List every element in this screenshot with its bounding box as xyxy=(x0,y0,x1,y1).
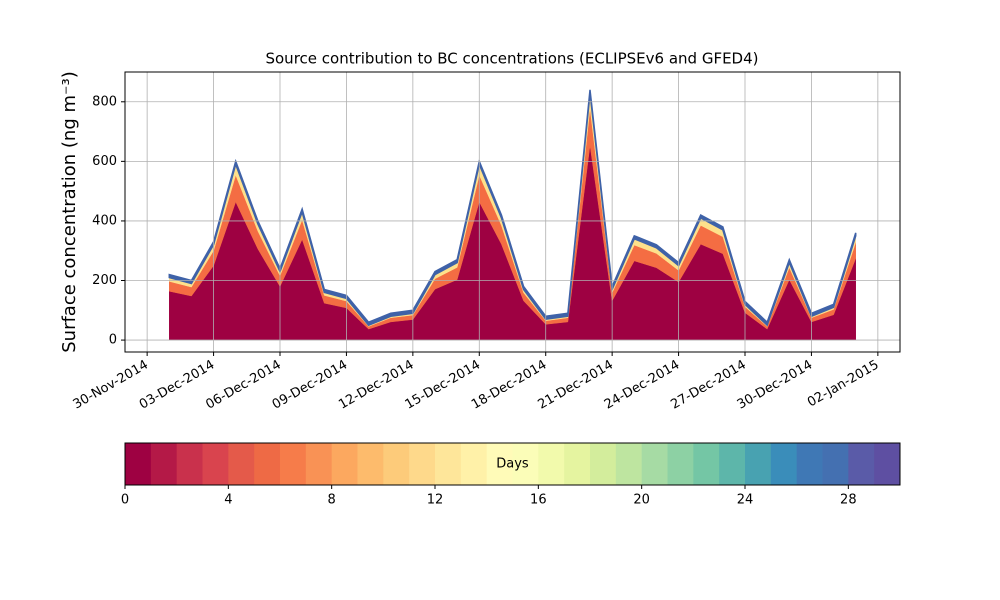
colorbar-swatch xyxy=(176,443,203,485)
colorbar-swatch xyxy=(822,443,849,485)
x-tick-label: 02-Jan-2015 xyxy=(805,358,882,411)
colorbar-tick-label: 8 xyxy=(328,493,336,508)
colorbar-swatch xyxy=(719,443,746,485)
colorbar-tick-label: 4 xyxy=(224,493,232,508)
y-tick-label: 200 xyxy=(92,273,117,288)
colorbar-swatch xyxy=(641,443,668,485)
y-axis-label: Surface concentration (ng m⁻³) xyxy=(59,71,80,353)
colorbar-swatch xyxy=(615,443,643,485)
colorbar-tick-label: 24 xyxy=(737,493,754,508)
colorbar-swatch xyxy=(202,443,229,485)
colorbar-tick-label: 0 xyxy=(121,493,129,508)
colorbar-frame xyxy=(124,442,901,486)
colorbar-swatch xyxy=(590,443,617,485)
colorbar-swatch xyxy=(435,443,462,485)
colorbar-swatch xyxy=(280,443,307,485)
y-tick-label: 0 xyxy=(109,333,117,348)
colorbar-swatch xyxy=(848,443,875,485)
colorbar-tick-label: 20 xyxy=(633,493,650,508)
colorbar-swatch xyxy=(383,443,410,485)
plot-frame xyxy=(124,71,901,353)
colorbar-swatch xyxy=(357,443,384,485)
colorbar-swatch xyxy=(305,443,333,485)
colorbar-swatch xyxy=(538,443,565,485)
chart-title: Source contribution to BC concentrations… xyxy=(265,50,758,68)
colorbar-tick-label: 12 xyxy=(427,493,444,508)
colorbar-swatch xyxy=(409,443,436,485)
colorbar-swatch xyxy=(460,443,488,485)
colorbar-swatch xyxy=(125,443,152,485)
colorbar-swatch xyxy=(745,443,772,485)
y-tick-label: 600 xyxy=(92,154,117,169)
colorbar-swatch xyxy=(486,443,513,485)
colorbar-swatch xyxy=(693,443,720,485)
y-tick-label: 800 xyxy=(92,94,117,109)
colorbar-swatch xyxy=(228,443,255,485)
y-tick-label: 400 xyxy=(92,213,117,228)
colorbar-swatch xyxy=(667,443,694,485)
colorbar-swatch xyxy=(331,443,358,485)
colorbar-swatch xyxy=(796,443,823,485)
colorbar-tick-label: 16 xyxy=(530,493,547,508)
colorbar-swatch xyxy=(254,443,281,485)
colorbar-swatch xyxy=(512,443,539,485)
area-layer xyxy=(168,89,857,327)
colorbar-swatch xyxy=(770,443,798,485)
colorbar-swatch xyxy=(564,443,591,485)
colorbar-label: Days xyxy=(496,457,529,472)
colorbar-tick-label: 28 xyxy=(840,493,857,508)
colorbar-swatch xyxy=(150,443,178,485)
colorbar-swatch xyxy=(874,443,901,485)
x-tick-label: 30-Dec-2014 xyxy=(735,358,815,413)
